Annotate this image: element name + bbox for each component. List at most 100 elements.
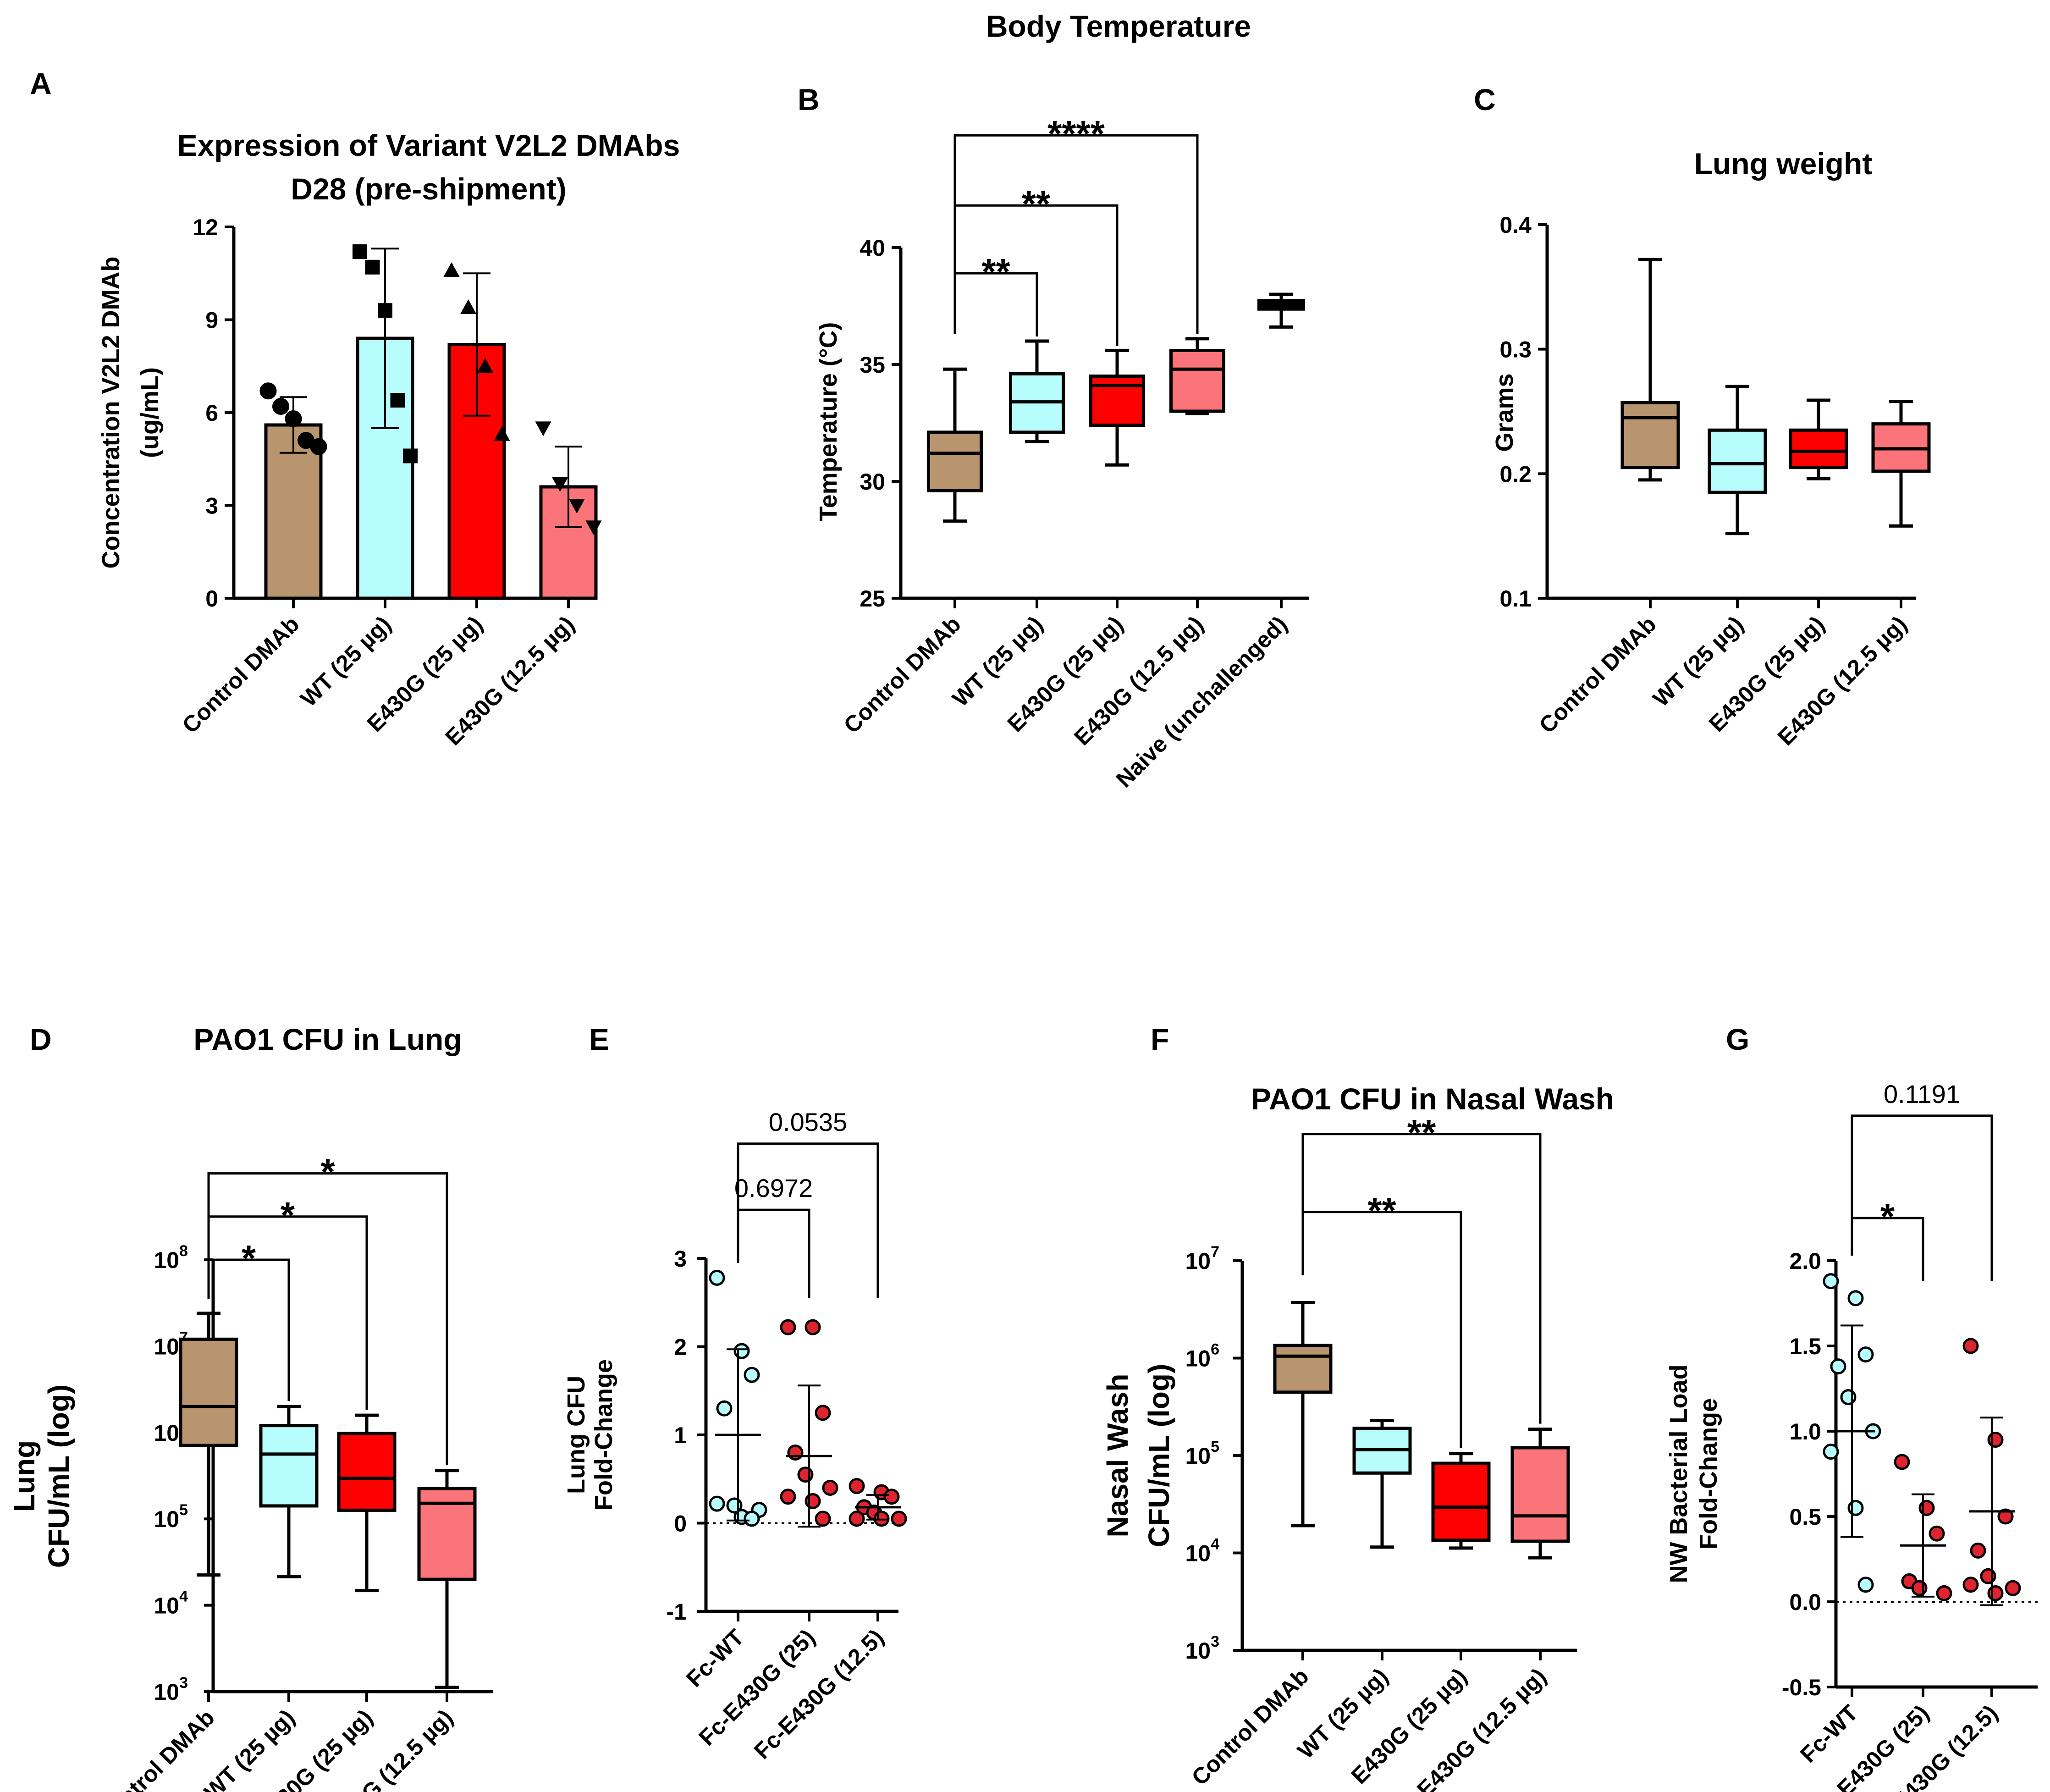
y-tick-label: 0.1 <box>1499 586 1532 612</box>
group-fc-e430g-12-5-data-point <box>1987 1432 2004 1448</box>
y-tick-label: 40 <box>860 235 885 261</box>
x-tick-label-fc-wt: Fc-WT <box>1795 1700 1863 1768</box>
significance-label: * <box>242 1238 256 1279</box>
bar-control-dmab-data-point <box>310 438 327 455</box>
group-fc-wt-data-point <box>1830 1358 1846 1375</box>
y-axis-label-line2: CFU/mL (log) <box>1142 1364 1175 1548</box>
significance-label: 0.1191 <box>1884 1080 1960 1108</box>
panel-letter: G <box>1726 1022 1749 1056</box>
bar-wt-25-g-data-point <box>378 303 392 318</box>
panel-letter: A <box>30 66 52 100</box>
group-fc-e430g-12-5-data-point <box>1997 1508 2014 1525</box>
y-tick-label: 0.5 <box>1789 1504 1821 1530</box>
chart-title: PAO1 CFU in Nasal Wash <box>1251 1082 1614 1116</box>
group-fc-e430g-25-data-point <box>805 1493 821 1509</box>
bar-control-dmab-data-point <box>272 398 289 415</box>
y-tick-label: -0.5 <box>1782 1675 1821 1700</box>
box-e430g-12-5-g-iqr <box>1510 1446 1570 1543</box>
chart-title: Lung weight <box>1694 147 1873 181</box>
group-fc-e430g-12-5-data-point <box>883 1489 900 1505</box>
box-control-dmab-iqr <box>1620 401 1680 469</box>
x-tick-label-control-dmab: Control DMAb <box>93 1704 220 1792</box>
significance-label: ** <box>1407 1112 1436 1153</box>
significance-bracket <box>1851 1114 1993 1281</box>
y-axis-label-line2: Fold-Change <box>590 1359 617 1511</box>
y-axis-label: Temperature (°C) <box>815 322 842 522</box>
y-tick-label: 1 <box>674 1423 687 1448</box>
bar-control-dmab <box>264 423 323 600</box>
y-tick-label: 2 <box>674 1334 687 1360</box>
bar-e430g-25-g-data-point <box>477 358 493 373</box>
y-axis-label-line2: CFU/mL (log) <box>42 1384 75 1568</box>
box-e430g-25-g-iqr <box>1789 428 1848 469</box>
panel-letter: F <box>1151 1022 1169 1056</box>
bar-e430g-25-g-data-point <box>494 426 510 441</box>
x-tick-label-control-dmab: Control DMAb <box>839 611 966 738</box>
group-fc-e430g-12-5-data-point <box>1970 1542 1986 1559</box>
group-fc-e430g-12-5-data-point <box>849 1511 865 1527</box>
group-fc-e430g-25-data-point <box>815 1511 831 1527</box>
bar-e430g-25-g-data-point <box>443 262 460 277</box>
box-e430g-12-5-g-iqr <box>1169 348 1225 413</box>
y-tick-label: 104 <box>154 1588 188 1619</box>
y-tick-label: 1.5 <box>1789 1334 1821 1359</box>
x-tick-label-control-dmab: Control DMAb <box>177 611 304 738</box>
bar-control-dmab-data-point <box>285 410 302 427</box>
y-axis-label-line1: Lung CFU <box>562 1376 590 1494</box>
box-e430g-25-g-iqr <box>1431 1461 1491 1542</box>
y-tick-label: 0 <box>205 586 218 612</box>
group-fc-e430g-25-data-point <box>1894 1454 1910 1470</box>
x-tick-label-control-dmab: Control DMAb <box>1534 611 1661 738</box>
x-tick-label-e430g-12-5-g: E430G (12.5 µg) <box>1412 1663 1551 1792</box>
y-tick-label: 0.0 <box>1789 1589 1821 1615</box>
significance-bracket <box>953 134 1199 334</box>
significance-label: **** <box>1047 113 1105 154</box>
bar-e430g-12-5-g-data-point <box>568 499 585 514</box>
y-tick-label: 30 <box>860 469 885 495</box>
chart-subtitle: D28 (pre-shipment) <box>291 172 566 206</box>
panel-letter: C <box>1474 83 1496 116</box>
y-tick-label: 108 <box>154 1242 188 1273</box>
y-tick-label: 106 <box>1185 1341 1219 1372</box>
bar-wt-25-g-data-point <box>365 259 380 275</box>
significance-label: ** <box>981 251 1010 292</box>
y-tick-label: 1.0 <box>1789 1419 1821 1445</box>
bar-e430g-25-g-data-point <box>460 299 477 314</box>
bar-wt-25-g-data-point <box>390 393 405 408</box>
significance-label: 0.0535 <box>769 1108 847 1136</box>
group-fc-wt-data-point <box>1857 1346 1874 1363</box>
box-control-dmab-iqr <box>179 1337 238 1447</box>
bar-wt-25-g-data-point <box>353 244 367 259</box>
y-tick-label: 6 <box>205 400 218 426</box>
x-tick-label-control-dmab: Control DMAb <box>1187 1663 1314 1790</box>
group-fc-e430g-12-5-data-point <box>891 1511 907 1527</box>
y-tick-label: 105 <box>154 1501 188 1532</box>
group-fc-e430g-12-5-data-point <box>849 1478 865 1494</box>
group-fc-e430g-25-data-point <box>1929 1525 1945 1542</box>
significance-label: ** <box>1022 183 1051 224</box>
bar-e430g-12-5-g-data-point <box>535 421 551 436</box>
group-fc-e430g-25-data-point <box>787 1445 804 1461</box>
significance-label: * <box>281 1195 295 1235</box>
group-fc-e430g-12-5-data-point <box>2005 1580 2021 1596</box>
y-axis-label-line2: Fold-Change <box>1695 1398 1722 1549</box>
group-fc-e430g-25-data-point <box>1918 1500 1935 1516</box>
bar-e430g-12-5-g-data-point <box>552 477 568 492</box>
y-tick-label: 35 <box>860 352 885 378</box>
panel-letter: E <box>589 1022 609 1056</box>
group-fc-e430g-25-data-point <box>805 1319 821 1335</box>
y-tick-label: 9 <box>205 308 218 333</box>
group-fc-wt-data-point <box>1847 1500 1864 1516</box>
y-axis-label-line1: Nasal Wash <box>1101 1374 1134 1538</box>
significance-bracket <box>737 1208 810 1298</box>
group-fc-wt-data-point <box>1847 1290 1864 1307</box>
y-tick-label: 0.3 <box>1499 337 1532 363</box>
bar-e430g-25-g <box>447 343 506 600</box>
y-axis-label-line1: NW Bacterial Load <box>1665 1364 1692 1583</box>
significance-bracket <box>1301 1133 1542 1424</box>
